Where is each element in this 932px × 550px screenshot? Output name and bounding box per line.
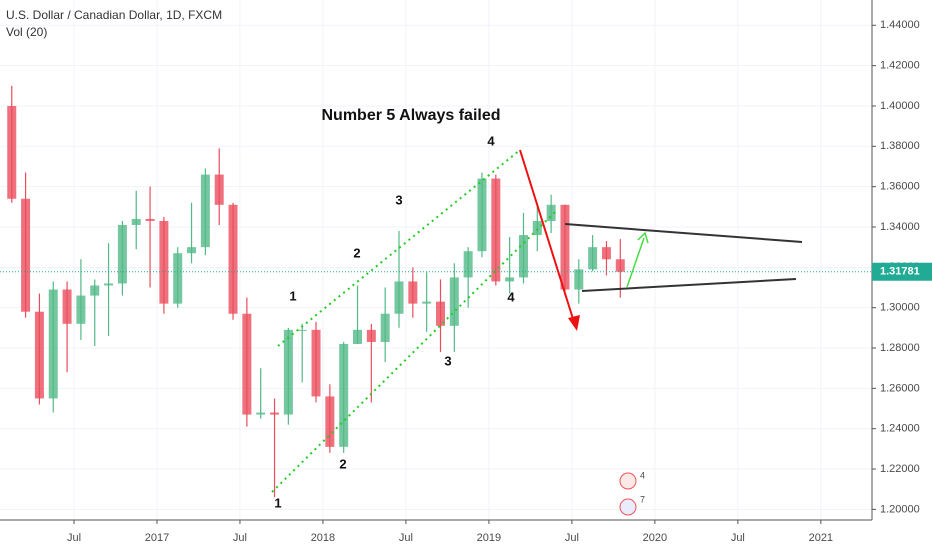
triangle-bottom: [581, 278, 797, 292]
triangle-top: [564, 223, 803, 243]
candle-body: [408, 281, 418, 304]
candle-body: [532, 220, 542, 236]
wave-label: 1: [274, 495, 281, 510]
candle-body: [588, 247, 598, 270]
x-tick-label: Jul: [731, 532, 745, 544]
price-tag-label: 1.31781: [880, 266, 920, 278]
y-tick-label: 1.26000: [880, 382, 920, 394]
candle-body: [353, 329, 363, 344]
candle-body: [214, 174, 224, 205]
wave-label: 3: [395, 192, 402, 207]
candle-body: [21, 198, 31, 312]
x-tick-label: Jul: [565, 532, 579, 544]
event-badges: 4 7: [619, 470, 645, 516]
y-tick-label: 1.30000: [880, 302, 920, 314]
candle-body: [159, 220, 169, 304]
wave-label: 3: [444, 353, 451, 368]
candle-body: [505, 277, 515, 282]
candle-body: [449, 277, 459, 326]
candle-body: [131, 218, 141, 225]
wave-label: 2: [339, 456, 346, 471]
candle-body: [560, 204, 570, 290]
axes: 1.20000 1.22000 1.24000 1.26000 1.28000 1.300…: [67, 19, 932, 544]
green-arrow-head: [637, 231, 649, 244]
candle-body: [173, 253, 183, 304]
red-arrow-head: [568, 315, 580, 331]
candle-body: [546, 204, 556, 221]
y-tick-label: 1.42000: [880, 60, 920, 72]
candle-body: [477, 178, 487, 252]
volume-label: Vol (20): [6, 25, 47, 39]
y-tick-label: 1.22000: [880, 463, 920, 475]
x-tick-label: 2019: [477, 532, 501, 544]
candle-body: [117, 224, 127, 284]
x-tick-label: 2021: [809, 532, 833, 544]
wave-label: 4: [487, 133, 495, 148]
price-tag: [872, 262, 932, 281]
wave-label: 2: [353, 245, 360, 260]
candle-body: [7, 105, 17, 199]
candle-body: [422, 301, 432, 304]
x-tick-label: 2020: [643, 532, 667, 544]
drawings: [271, 149, 803, 493]
candle-body: [325, 396, 335, 447]
y-tick-label: 1.36000: [880, 181, 920, 193]
candle-body: [297, 329, 307, 331]
wave-label: 4: [507, 289, 515, 304]
candle-body: [76, 295, 86, 324]
candle-body: [601, 247, 611, 260]
wave-label: 1: [289, 288, 296, 303]
candle-body: [270, 412, 280, 415]
y-tick-label: 1.44000: [880, 19, 920, 31]
event-badge[interactable]: [619, 472, 637, 490]
candle-body: [311, 329, 321, 397]
candle-body: [48, 289, 58, 399]
event-count: 7: [640, 494, 645, 504]
candle-body: [394, 281, 404, 314]
x-tick-label: 2018: [311, 532, 335, 544]
candle-body: [491, 178, 501, 282]
channel-upper: [277, 149, 521, 347]
candle-body: [380, 313, 390, 342]
candle-body: [574, 269, 584, 290]
candle-body: [242, 313, 252, 415]
candle-body: [187, 247, 197, 254]
candle-body: [34, 311, 44, 399]
candle-body: [435, 301, 445, 326]
green-arrow: [626, 237, 645, 288]
channel-lower: [271, 211, 556, 493]
x-tick-label: Jul: [399, 532, 413, 544]
x-tick-label: Jul: [233, 532, 247, 544]
y-tick-label: 1.24000: [880, 423, 920, 435]
candles: [0, 85, 872, 498]
y-tick-label: 1.20000: [880, 503, 920, 515]
candle-body: [228, 204, 238, 314]
candle-body: [463, 251, 473, 278]
candle-body: [518, 235, 528, 278]
candle-body: [145, 218, 155, 221]
candle-body: [62, 289, 72, 324]
candle-body: [90, 285, 100, 296]
candle-body: [256, 412, 266, 415]
y-tick-label: 1.38000: [880, 140, 920, 152]
candle-body: [283, 329, 293, 415]
annotation: Number 5 Always failed: [321, 107, 500, 124]
y-tick-label: 1.28000: [880, 342, 920, 354]
candle-body: [615, 259, 625, 272]
candle-body: [366, 329, 376, 342]
time-axis: [0, 520, 932, 550]
candle-body: [104, 283, 114, 286]
y-tick-label: 1.34000: [880, 221, 920, 233]
red-arrow: [519, 149, 575, 323]
chart-title: U.S. Dollar / Canadian Dollar, 1D, FXCM: [6, 8, 222, 22]
x-tick-label: Jul: [67, 532, 81, 544]
candle-body: [200, 174, 210, 248]
y-tick-label: 1.40000: [880, 100, 920, 112]
event-badge[interactable]: [619, 498, 637, 516]
candle-body: [339, 343, 349, 447]
grid: [0, 0, 872, 520]
x-tick-label: 2017: [145, 532, 169, 544]
event-count: 4: [640, 470, 645, 480]
